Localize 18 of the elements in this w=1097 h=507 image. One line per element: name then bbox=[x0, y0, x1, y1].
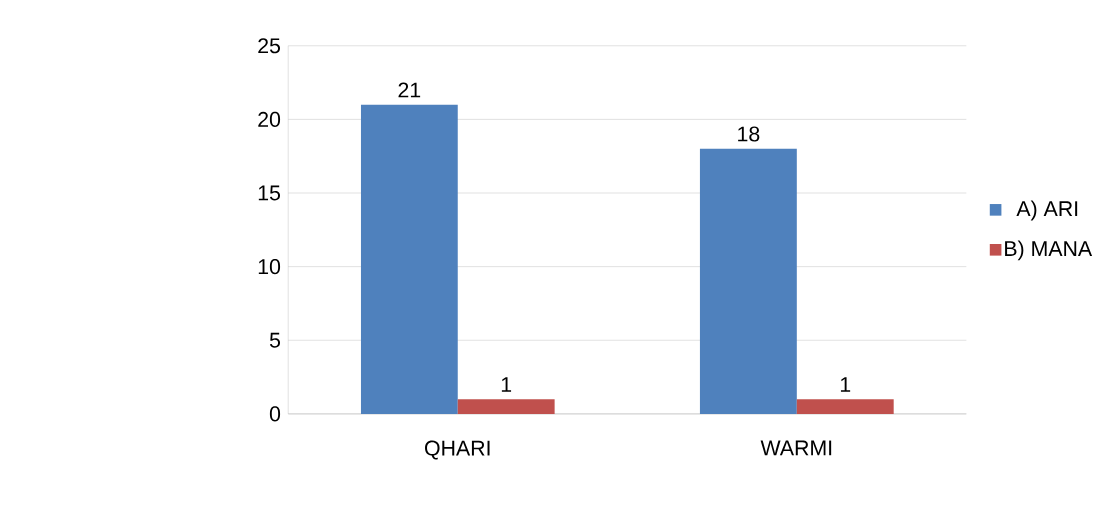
data-label: 1 bbox=[840, 377, 851, 393]
y-tick-label: 25 bbox=[258, 38, 281, 54]
legend-label: B) MANA bbox=[1005, 240, 1093, 261]
y-tick-label: 5 bbox=[269, 333, 281, 348]
y-tick-label: 0 bbox=[269, 406, 281, 422]
bar bbox=[796, 399, 894, 415]
data-label: 21 bbox=[398, 82, 421, 98]
data-label: 1 bbox=[501, 377, 512, 393]
data-label: 18 bbox=[738, 126, 760, 142]
y-tick-label: 10 bbox=[258, 259, 281, 275]
bar bbox=[360, 104, 458, 415]
bar bbox=[699, 149, 797, 415]
x-tick-label: QHARI bbox=[425, 440, 490, 460]
y-tick-label: 15 bbox=[258, 185, 281, 201]
y-tick-label: 20 bbox=[258, 112, 281, 128]
x-tick-label: WARMI bbox=[760, 440, 832, 456]
bar bbox=[457, 399, 555, 415]
legend-label: A) ARI bbox=[1016, 200, 1078, 221]
